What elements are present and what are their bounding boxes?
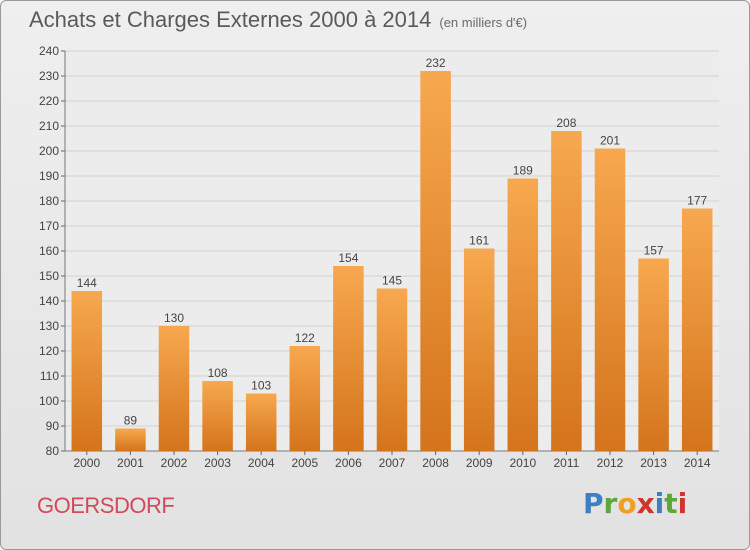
y-tick-label: 230 [39,69,59,83]
data-label-2004: 103 [251,379,271,393]
y-tick-label: 180 [39,194,59,208]
x-tick-label-2002: 2002 [161,456,188,470]
x-tick-label-2013: 2013 [640,456,667,470]
x-tick-label-2000: 2000 [73,456,100,470]
data-label-2011: 208 [556,116,576,130]
data-label-2010: 189 [513,164,533,178]
y-tick-label: 120 [39,344,59,358]
y-tick-label: 240 [39,44,59,58]
bar-2001 [115,428,146,451]
x-tick-label-2003: 2003 [204,456,231,470]
y-tick-label: 200 [39,144,59,158]
y-tick-label: 160 [39,244,59,258]
data-labels: 144 89 130 108 103 122 154 145 232 161 189 208 201 15… [77,56,708,428]
data-label-2006: 154 [338,251,358,265]
axes: 8090100110120130140150160170180190200210… [39,44,719,470]
y-tick-label: 190 [39,169,59,183]
logo-letter: o [617,487,637,520]
y-tick-label: 150 [39,269,59,283]
y-tick-label: 210 [39,119,59,133]
logo-letter: x [636,487,655,520]
bar-2005 [289,346,321,451]
y-tick-label: 100 [39,394,59,408]
y-tick-label: 140 [39,294,59,308]
y-tick-label: 80 [46,444,60,458]
bar-2008 [420,71,451,451]
x-tick-label-2010: 2010 [509,456,536,470]
bar-2003 [202,381,233,451]
logo-letter: t [664,487,678,520]
data-label-2014: 177 [687,194,707,208]
proxiti-logo: Proxiti [583,487,687,520]
y-tick-label: 130 [39,319,59,333]
data-label-2012: 201 [600,134,620,148]
y-tick-label: 90 [46,419,60,433]
logo-letter: r [603,487,618,520]
data-label-2007: 145 [382,274,402,288]
bar-2000 [71,291,103,451]
bar-2004 [245,393,277,451]
bar-2014 [681,208,713,451]
bar-2007 [376,288,408,451]
x-tick-label-2006: 2006 [335,456,362,470]
bar-2010 [507,178,539,451]
chart-title: Achats et Charges Externes 2000 à 2014 (e… [29,7,527,33]
x-tick-label-2012: 2012 [597,456,624,470]
bar-2013 [638,258,669,451]
data-label-2013: 157 [644,244,664,258]
bar-2009 [463,248,495,451]
bar-2012 [594,148,626,451]
bar-2011 [551,131,582,451]
x-tick-label-2008: 2008 [422,456,449,470]
x-tick-label-2014: 2014 [684,456,711,470]
y-tick-label: 110 [40,369,59,383]
data-label-2003: 108 [208,366,228,380]
data-label-2001: 89 [124,414,138,428]
data-label-2002: 130 [164,311,184,325]
logo-letter: P [583,487,604,520]
bar-2002 [158,326,190,451]
x-tick-label-2009: 2009 [466,456,493,470]
bar-2006 [333,266,364,451]
bars [71,71,713,451]
data-label-2005: 122 [295,331,315,345]
x-tick-label-2005: 2005 [291,456,318,470]
y-tick-label: 170 [39,219,59,233]
data-label-2008: 232 [426,56,446,70]
logo-letter: i [677,487,688,520]
x-tick-label-2011: 2011 [553,456,579,470]
y-tick-label: 220 [39,94,59,108]
chart-title-text: Achats et Charges Externes 2000 à 2014 [29,7,432,32]
x-tick-label-2007: 2007 [379,456,406,470]
commune-name: GOERSDORF [37,493,175,518]
chart-subtitle: (en milliers d'€) [439,15,528,30]
data-label-2009: 161 [469,234,489,248]
x-tick-label-2001: 2001 [117,456,144,470]
logo-letter: i [654,487,665,520]
x-tick-label-2004: 2004 [248,456,275,470]
data-label-2000: 144 [77,276,97,290]
